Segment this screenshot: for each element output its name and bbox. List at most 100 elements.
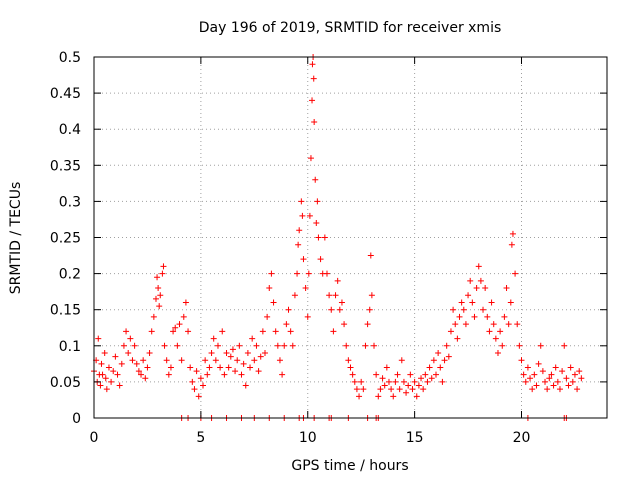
data-point	[105, 364, 112, 371]
data-point	[317, 256, 324, 263]
data-point	[306, 212, 313, 219]
data-point	[208, 350, 215, 357]
data-point	[516, 342, 523, 349]
data-point	[524, 364, 531, 371]
data-point	[556, 386, 563, 393]
data-point	[433, 371, 439, 378]
data-point	[289, 342, 296, 349]
data-point	[300, 256, 307, 263]
data-point	[407, 371, 414, 378]
y-tick-label: 0.15	[50, 303, 81, 319]
data-point	[268, 270, 275, 277]
data-point	[475, 263, 482, 270]
data-point	[358, 378, 365, 385]
data-point	[240, 360, 247, 367]
data-point	[206, 364, 213, 371]
data-point	[488, 299, 495, 306]
data-point	[259, 328, 266, 335]
data-point	[276, 357, 283, 364]
data-point	[535, 360, 542, 367]
y-tick-label: 0.05	[50, 375, 81, 391]
data-point	[508, 241, 515, 248]
chart-title: Day 196 of 2019, SRMTID for receiver xmi…	[199, 20, 502, 36]
data-point	[131, 342, 138, 349]
y-tick-label: 0.2	[59, 267, 81, 283]
data-point	[221, 371, 228, 378]
data-point	[563, 375, 570, 382]
data-point	[336, 306, 343, 313]
data-point	[159, 270, 166, 277]
y-axis-label: SRMTID / TECUs	[8, 182, 24, 295]
data-point	[291, 292, 298, 299]
data-point	[244, 350, 251, 357]
y-tick-label: 0	[72, 411, 81, 427]
data-point	[200, 382, 207, 389]
data-point	[212, 357, 219, 364]
data-point	[349, 371, 356, 378]
data-point	[368, 292, 375, 299]
data-point	[176, 321, 183, 328]
data-point	[539, 368, 546, 375]
data-point	[112, 353, 119, 360]
data-point	[507, 299, 514, 306]
data-point	[409, 386, 416, 393]
data-point	[236, 342, 243, 349]
data-point	[238, 371, 245, 378]
data-point	[266, 285, 273, 292]
data-point	[398, 357, 405, 364]
data-point	[569, 378, 576, 385]
x-tick-label: 10	[299, 430, 317, 446]
data-point	[309, 97, 316, 104]
data-point	[484, 313, 491, 320]
data-point	[362, 342, 369, 349]
data-point	[574, 386, 581, 393]
data-point	[537, 342, 544, 349]
data-point	[315, 234, 322, 241]
data-point	[270, 299, 277, 306]
data-point	[214, 342, 221, 349]
data-point	[304, 313, 311, 320]
data-point	[411, 378, 418, 385]
data-point	[490, 321, 497, 328]
data-point	[129, 357, 136, 364]
data-point	[210, 335, 217, 342]
data-point	[518, 357, 525, 364]
data-point	[157, 292, 164, 299]
data-point	[163, 357, 170, 364]
data-point	[445, 353, 452, 360]
data-point	[542, 378, 549, 385]
data-point	[281, 342, 288, 349]
data-point	[576, 368, 583, 375]
data-point	[140, 357, 147, 364]
data-point	[217, 364, 224, 371]
data-point	[118, 360, 125, 367]
data-point	[102, 375, 109, 382]
data-point	[509, 230, 516, 237]
data-point	[251, 357, 258, 364]
data-point	[242, 382, 249, 389]
data-points	[91, 54, 585, 421]
data-point	[189, 378, 196, 385]
data-point	[367, 252, 374, 259]
data-point	[351, 378, 358, 385]
data-point	[305, 270, 312, 277]
data-point	[405, 382, 412, 389]
data-point	[531, 371, 538, 378]
data-point	[101, 350, 108, 357]
data-point	[477, 277, 484, 284]
x-tick-label: 15	[406, 430, 424, 446]
data-point	[435, 350, 442, 357]
data-point	[174, 342, 181, 349]
data-point	[247, 364, 254, 371]
axis-tick-labels: 0 0.05 0.1 0.15 0.2 0.25 0.3 0.35 0.4 0.45 0.5 0 5 10…	[50, 50, 531, 446]
data-point	[232, 368, 239, 375]
data-point	[146, 350, 153, 357]
data-point	[377, 386, 384, 393]
data-point	[546, 375, 553, 382]
data-point	[437, 364, 444, 371]
data-point	[182, 299, 189, 306]
data-point	[420, 386, 427, 393]
data-point	[138, 371, 145, 378]
data-point	[552, 364, 559, 371]
data-point	[144, 364, 151, 371]
